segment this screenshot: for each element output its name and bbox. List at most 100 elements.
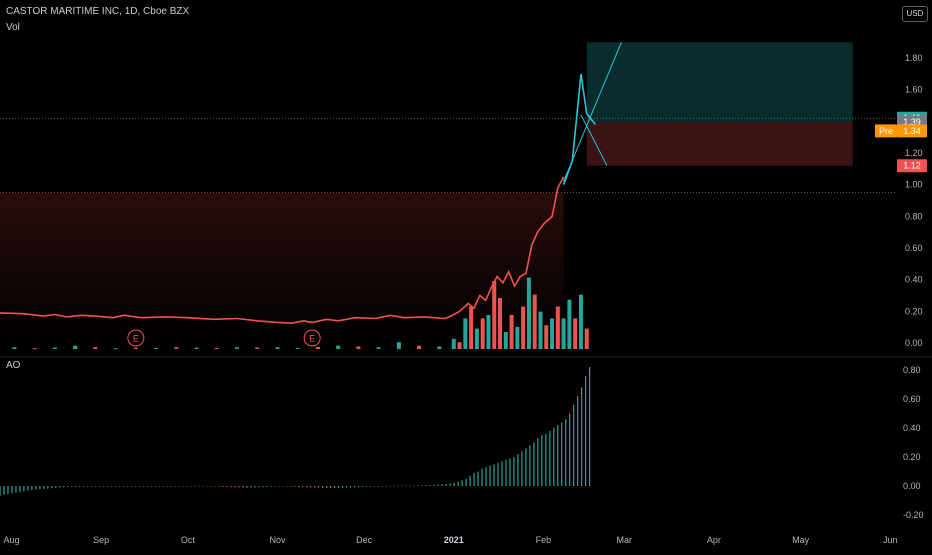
- ao-bar: [457, 481, 459, 486]
- y-tick-label: 1.80: [905, 53, 923, 63]
- volume-bar: [356, 346, 361, 349]
- ao-bar: [15, 486, 17, 493]
- ao-bar: [473, 472, 475, 486]
- price-series-projection: [563, 42, 622, 182]
- x-tick-label: Apr: [707, 535, 721, 545]
- y-tick-label: 0.20: [905, 306, 923, 316]
- ao-bar: [158, 486, 160, 487]
- x-tick-label: 2021: [444, 535, 464, 545]
- ao-bar: [106, 486, 109, 487]
- volume-bar: [532, 294, 537, 349]
- x-tick-label: May: [792, 535, 810, 545]
- ao-bar: [83, 486, 85, 487]
- ao-y-tick-label: 0.80: [903, 365, 921, 375]
- ao-bar: [589, 367, 591, 486]
- price-label-box: [897, 159, 927, 173]
- ao-bar: [226, 486, 228, 488]
- ao-bar: [27, 486, 29, 491]
- ao-bar: [31, 486, 33, 491]
- ao-bar: [55, 486, 57, 488]
- volume-bar: [561, 318, 566, 349]
- volume-bar: [503, 332, 508, 349]
- volume-bar: [469, 306, 474, 349]
- ao-bar: [154, 486, 156, 487]
- volume-legend[interactable]: Vol: [6, 22, 20, 33]
- ao-bar: [278, 486, 280, 487]
- ao-legend[interactable]: AO: [6, 360, 21, 371]
- ao-bar: [493, 464, 495, 486]
- ao-bar: [477, 471, 479, 486]
- earnings-marker-1: [303, 329, 321, 347]
- ao-bar: [381, 486, 384, 487]
- ao-bar: [501, 461, 503, 486]
- ao-bar: [314, 486, 316, 488]
- ao-bar: [178, 486, 180, 487]
- ao-bar: [258, 486, 260, 488]
- ao-bar: [182, 486, 184, 487]
- ao-bar: [11, 486, 13, 494]
- ao-bar: [505, 459, 507, 486]
- ao-bar: [385, 486, 388, 487]
- ao-bar: [0, 486, 1, 497]
- ao-bar: [43, 486, 45, 489]
- ao-bar: [581, 387, 583, 486]
- ao-bar: [246, 486, 248, 488]
- ao-bar: [553, 428, 555, 486]
- price-tag: Pre: [879, 126, 893, 136]
- x-tick-label: Dec: [356, 535, 373, 545]
- ao-bar: [445, 483, 447, 486]
- ao-bar: [71, 486, 73, 487]
- ao-bar: [573, 404, 575, 486]
- ao-bar: [118, 486, 121, 487]
- volume-bar: [515, 326, 520, 349]
- ao-bar: [170, 486, 172, 487]
- volume-bar: [463, 318, 468, 349]
- ao-bar: [298, 486, 300, 488]
- ao-bar: [322, 486, 324, 488]
- volume-bar: [295, 347, 300, 349]
- ao-bar: [565, 419, 567, 486]
- volume-bar: [194, 347, 199, 349]
- x-tick-label: Mar: [617, 535, 633, 545]
- ao-bar: [497, 462, 499, 486]
- currency-button[interactable]: USD: [902, 6, 928, 22]
- ao-bar: [266, 486, 268, 488]
- volume-bar: [336, 345, 341, 349]
- ao-bar: [529, 445, 531, 486]
- ao-bar: [138, 486, 141, 487]
- ao-bar: [413, 485, 415, 487]
- symbol-title[interactable]: CASTOR MARITIME INC, 1D, Cboe BZX: [6, 6, 190, 17]
- ao-bar: [481, 468, 483, 486]
- volume-bar: [578, 294, 583, 349]
- price-label: 1.34: [903, 126, 921, 136]
- ao-bar: [469, 475, 471, 486]
- ao-bar: [150, 486, 152, 487]
- ao-bar: [63, 486, 65, 488]
- volume-bar: [567, 299, 572, 349]
- ao-bar: [51, 486, 53, 489]
- price-label: 1.39: [903, 117, 921, 127]
- ao-bar: [342, 486, 344, 488]
- ao-bar: [353, 486, 356, 488]
- ao-bar: [330, 486, 332, 489]
- ao-bar: [122, 486, 125, 487]
- ao-bar: [489, 465, 491, 486]
- volume-bar: [584, 328, 589, 349]
- ao-bar: [234, 486, 236, 488]
- ao-bar: [186, 486, 188, 487]
- y-tick-label: 0.00: [905, 338, 923, 348]
- ao-bar: [377, 486, 380, 487]
- ao-bar: [517, 454, 519, 486]
- ao-bar: [282, 486, 284, 487]
- volume-bar: [437, 346, 442, 349]
- ao-bar: [270, 486, 272, 487]
- ao-bar: [521, 451, 523, 486]
- volume-bar: [113, 348, 118, 350]
- ao-bar: [373, 486, 376, 487]
- ao-bar: [346, 486, 348, 488]
- ao-bar: [393, 485, 396, 487]
- price-series-projection-2: [580, 114, 608, 166]
- ao-bar: [47, 486, 49, 489]
